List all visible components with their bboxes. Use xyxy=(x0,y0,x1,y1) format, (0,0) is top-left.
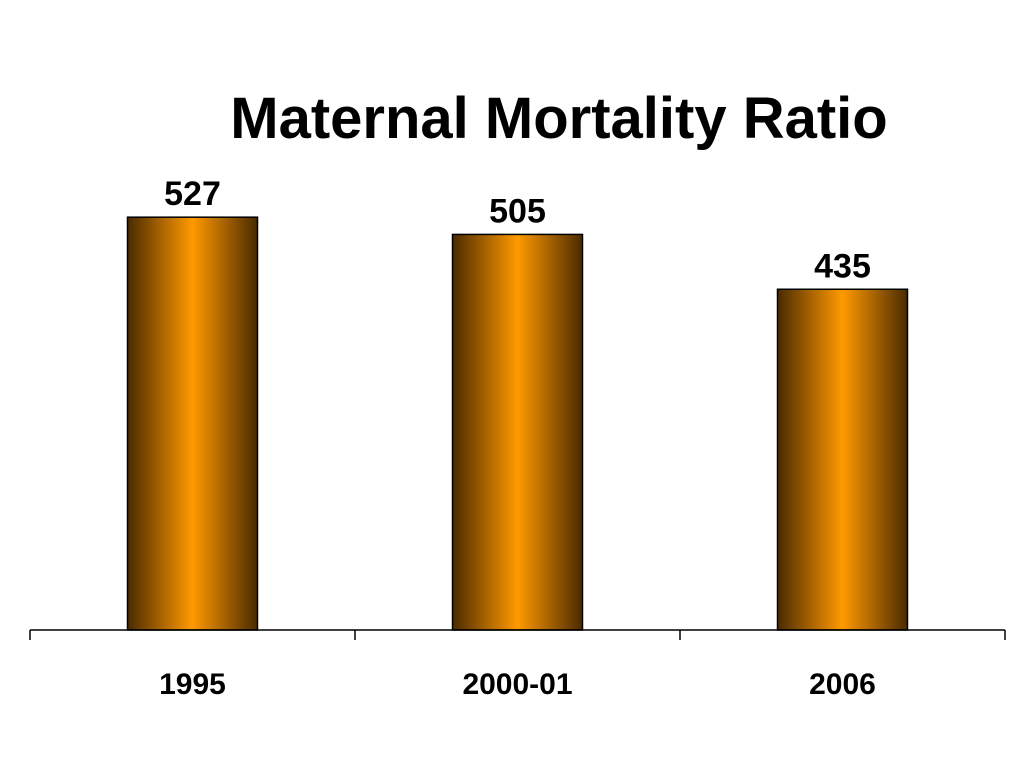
data-label-2006: 435 xyxy=(814,247,871,285)
x-tick-label-2000-01: 2000-01 xyxy=(462,668,572,701)
x-tick-label-1995: 1995 xyxy=(159,668,226,701)
x-tick-label-2006: 2006 xyxy=(809,668,876,701)
bar-1995 xyxy=(126,216,259,631)
bar-2000-01 xyxy=(451,233,584,631)
bar-2006 xyxy=(776,288,909,631)
plot-area: 527 1995 505 2000-01 435 2006 xyxy=(29,175,1006,701)
data-label-1995: 527 xyxy=(164,175,221,213)
chart-title: Maternal Mortality Ratio xyxy=(230,86,887,151)
data-label-2000-01: 505 xyxy=(489,192,546,230)
